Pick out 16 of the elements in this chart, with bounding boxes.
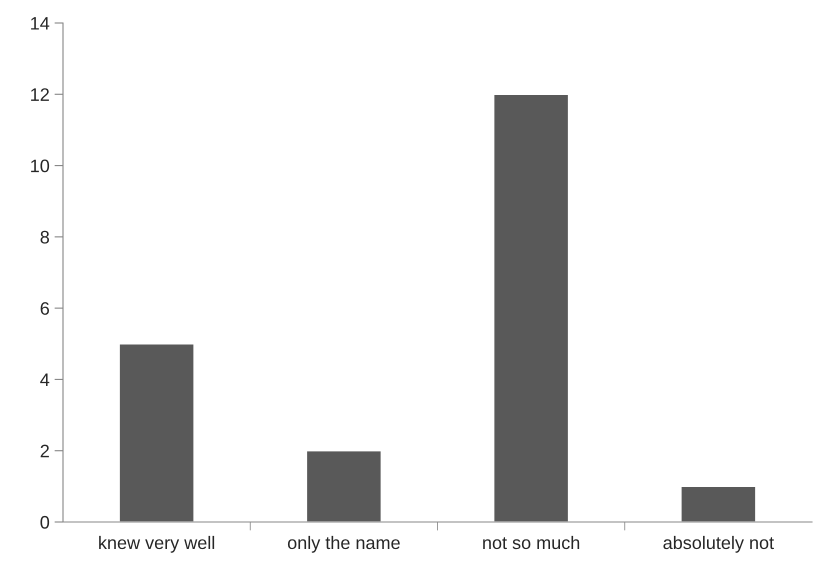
y-tick-label: 12 (31, 88, 49, 101)
x-tick-label: knew very well (99, 536, 214, 553)
y-tick-label: 2 (40, 444, 49, 458)
y-tick-label: 4 (40, 374, 50, 386)
bar (492, 94, 570, 522)
y-tick-label: 0 (40, 516, 50, 529)
bar (680, 486, 757, 522)
bar (306, 450, 382, 522)
y-tick-label: 8 (40, 230, 50, 244)
x-tick-label: not so much (483, 536, 580, 550)
y-tick-label: 10 (31, 160, 50, 172)
x-tick-label: absolutely not (663, 536, 774, 553)
x-tick-label: only the name (288, 536, 400, 553)
bar (118, 343, 195, 522)
y-tick-label: 14 (31, 17, 50, 30)
y-tick-label: 6 (40, 302, 50, 315)
